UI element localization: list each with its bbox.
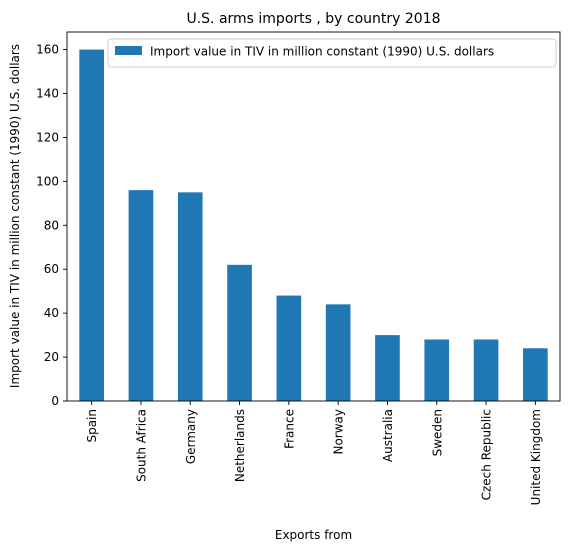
- x-tick-label: South Africa: [134, 409, 148, 482]
- plot-frame: [66, 31, 561, 402]
- y-tick-label: 80: [44, 218, 59, 232]
- x-tick-label: Australia: [381, 409, 395, 462]
- bar-south-africa: [128, 190, 154, 401]
- bar-czech-republic: [473, 339, 499, 401]
- legend-label: Import value in TIV in million constant …: [150, 45, 494, 59]
- x-tick-label: Netherlands: [233, 409, 247, 482]
- bar-france: [276, 295, 302, 401]
- x-tick-label: Germany: [184, 409, 198, 464]
- x-tick-label: Norway: [332, 409, 346, 455]
- x-tick-label: Spain: [85, 409, 99, 443]
- bar-united-kingdom: [523, 348, 548, 401]
- bar-sweden: [424, 339, 450, 401]
- legend-swatch: [115, 46, 142, 55]
- y-tick-label: 140: [36, 87, 59, 101]
- y-axis-ticks: 0 20 40 60 80 100 120 140 160: [36, 43, 67, 408]
- bars-group: [79, 49, 548, 401]
- bar-netherlands: [227, 264, 252, 401]
- bar-norway: [325, 304, 351, 401]
- y-tick-label: 20: [44, 350, 59, 364]
- x-axis-ticks: Spain South Africa Germany Netherlands Franc…: [85, 401, 543, 505]
- x-tick-label: Czech Republic: [480, 409, 494, 500]
- x-axis-label: Exports from: [275, 528, 352, 542]
- x-tick-label: Sweden: [430, 409, 444, 456]
- y-tick-label: 120: [36, 130, 59, 144]
- y-tick-label: 0: [51, 394, 59, 408]
- x-tick-label: France: [282, 409, 296, 449]
- bar-spain: [79, 49, 104, 401]
- bar-australia: [375, 335, 400, 401]
- legend-box: [107, 38, 557, 68]
- chart-title: U.S. arms imports , by country 2018: [186, 11, 440, 27]
- y-axis-label: Import value in TIV in million constant …: [8, 44, 22, 388]
- bar-germany: [177, 192, 203, 401]
- x-tick-label: United Kingdom: [529, 409, 543, 505]
- y-tick-label: 100: [36, 174, 59, 188]
- y-tick-label: 40: [44, 306, 59, 320]
- y-tick-label: 160: [36, 43, 59, 57]
- legend: Import value in TIV in million constant …: [107, 38, 557, 68]
- y-tick-label: 60: [44, 262, 59, 276]
